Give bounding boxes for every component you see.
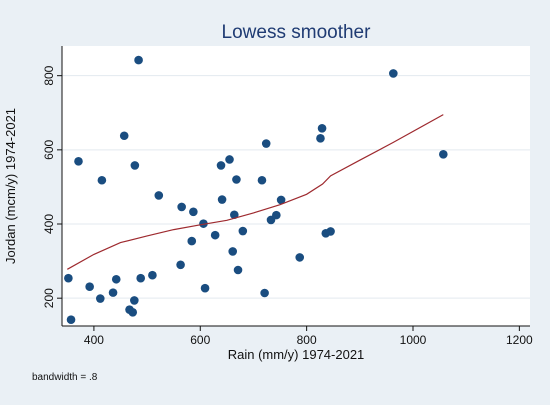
scatter-point-16 — [154, 191, 164, 200]
scatter-point-34 — [261, 139, 271, 148]
y-tick-label-1: 400 — [42, 214, 56, 234]
scatter-point-13 — [134, 55, 143, 65]
scatter-point-25 — [217, 195, 227, 204]
lowess-line — [67, 114, 444, 270]
x-tick-label-1: 600 — [190, 333, 210, 347]
scatter-point-17 — [176, 260, 185, 270]
scatter-point-36 — [272, 210, 281, 220]
scatter-point-10 — [128, 307, 138, 317]
scatter-point-40 — [317, 124, 327, 133]
scatter-point-14 — [136, 273, 146, 283]
grid — [62, 75, 530, 299]
x-tick-label-4: 1200 — [506, 333, 533, 347]
x-tick-label-3: 1000 — [400, 333, 427, 347]
plot-area — [62, 46, 530, 326]
scatter-point-39 — [316, 134, 325, 143]
scatter-point-32 — [257, 175, 267, 185]
scatter-point-29 — [232, 175, 241, 184]
scatter-point-43 — [389, 69, 398, 78]
chart-title: Lowess smoother — [222, 22, 372, 43]
scatter-point-24 — [216, 161, 226, 170]
scatter-point-12 — [130, 161, 140, 170]
scatter-point-23 — [210, 230, 220, 240]
scatter-point-21 — [199, 219, 208, 228]
scatter-point-33 — [260, 288, 269, 298]
scatter-point-8 — [119, 131, 129, 141]
scatter-point-7 — [111, 274, 121, 284]
y-axis-label: Jordan (mcm/y) 1974-2021 — [3, 108, 18, 264]
bandwidth-note: bandwidth = .8 — [32, 372, 98, 383]
scatter-point-19 — [187, 236, 197, 246]
scatter-point-0 — [64, 273, 73, 283]
scatter-point-31 — [238, 226, 248, 236]
ticks: 400 600 800 1000 1200 200 400 600 800 — [42, 65, 533, 347]
y-tick-label-2: 600 — [42, 140, 56, 160]
scatter-point-4 — [95, 294, 105, 303]
y-tick-label-0: 200 — [42, 288, 56, 308]
scatter-point-44 — [439, 149, 448, 159]
scatter-point-20 — [189, 207, 198, 217]
x-tick-label-0: 400 — [84, 333, 104, 347]
scatter-point-1 — [66, 315, 76, 324]
scatter-point-11 — [130, 296, 139, 305]
scatter-point-5 — [97, 175, 107, 185]
scatter-point-26 — [225, 155, 234, 164]
scatter-point-2 — [74, 157, 83, 166]
x-tick-label-2: 800 — [297, 333, 317, 347]
scatter-point-30 — [233, 265, 243, 275]
scatter-point-3 — [85, 282, 94, 291]
y-tick-label-3: 800 — [42, 65, 56, 85]
scatter-point-18 — [177, 202, 186, 212]
x-axis-label: Rain (mm/y) 1974-2021 — [228, 347, 365, 362]
scatter-point-28 — [230, 210, 239, 220]
scatter-point-37 — [276, 195, 286, 205]
scatter-point-27 — [228, 247, 238, 256]
scatter-point-6 — [108, 288, 118, 297]
scatter-point-42 — [326, 227, 335, 236]
scatter-point-22 — [200, 283, 210, 293]
scatter-point-38 — [295, 253, 305, 262]
scatter-points — [64, 55, 448, 324]
scatter-point-15 — [148, 270, 157, 280]
